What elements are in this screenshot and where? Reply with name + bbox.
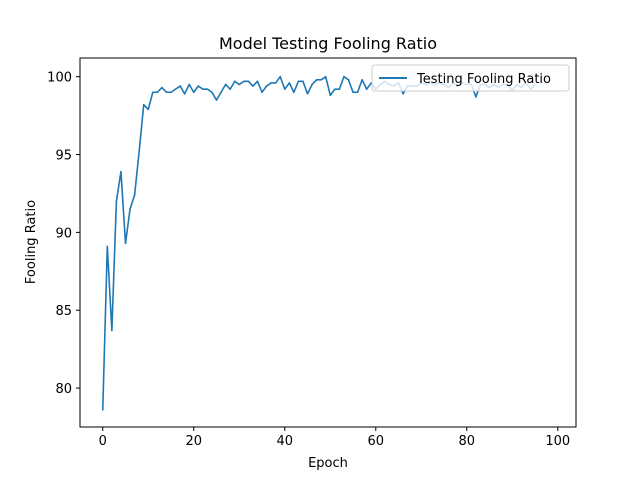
data-point — [138, 150, 140, 153]
data-point — [361, 79, 363, 81]
data-point — [224, 83, 227, 86]
data-point — [120, 170, 122, 173]
y-tick-label: 90 — [55, 226, 72, 241]
plot-area — [101, 75, 536, 411]
data-point — [274, 82, 277, 84]
data-point — [115, 200, 118, 203]
data-point — [293, 91, 295, 94]
data-point — [165, 91, 168, 94]
data-point — [243, 80, 245, 83]
legend: Testing Fooling Ratio — [371, 64, 570, 92]
y-tick-label: 95 — [55, 149, 72, 164]
data-point — [202, 88, 204, 90]
y-tick-label: 85 — [55, 304, 72, 319]
axes: 0 20 40 60 80 100 80 85 90 95 100 — [47, 57, 577, 449]
data-point — [124, 242, 127, 245]
data-point — [365, 88, 368, 90]
y-tick-label: 100 — [47, 71, 72, 86]
x-tick-label: 80 — [459, 434, 476, 449]
data-point — [252, 85, 254, 87]
data-point — [338, 88, 341, 90]
data-point — [288, 82, 291, 84]
data-point — [256, 80, 259, 83]
y-axis-label: Fooling Ratio — [24, 200, 39, 284]
data-point — [206, 88, 209, 90]
data-point — [297, 80, 300, 83]
data-point — [233, 80, 236, 83]
series-line-0 — [101, 75, 536, 410]
data-point — [170, 91, 172, 94]
data-point — [229, 88, 231, 90]
data-point — [283, 88, 286, 90]
data-point — [192, 91, 195, 94]
data-point — [111, 329, 113, 332]
data-point — [101, 409, 104, 411]
data-point — [261, 91, 263, 94]
y-tick-label: 80 — [55, 382, 72, 397]
data-point — [302, 80, 304, 83]
data-point — [179, 85, 181, 87]
data-point — [106, 245, 109, 248]
x-tick-label: 20 — [185, 434, 202, 449]
x-axis-label: Epoch — [308, 456, 348, 471]
chart-title: Model Testing Fooling Ratio — [219, 34, 437, 53]
x-tick-label: 0 — [99, 434, 107, 449]
data-point — [329, 94, 332, 97]
data-point — [352, 91, 354, 94]
plot-frame — [79, 57, 577, 428]
data-point — [324, 75, 327, 78]
x-tick-label: 100 — [545, 434, 570, 449]
data-point — [265, 85, 268, 87]
data-point — [156, 91, 159, 94]
data-point — [315, 79, 318, 81]
x-tick-label: 40 — [276, 434, 293, 449]
data-point — [147, 108, 150, 111]
data-point — [347, 79, 350, 81]
data-point — [183, 93, 186, 95]
data-point — [142, 103, 145, 106]
data-point — [133, 194, 136, 196]
data-point — [270, 82, 272, 84]
legend-box — [371, 64, 570, 92]
data-point — [197, 85, 200, 87]
data-point — [279, 75, 282, 78]
data-point — [334, 88, 336, 90]
data-point — [320, 79, 322, 81]
data-point — [475, 96, 477, 98]
data-point — [311, 83, 313, 86]
data-point — [174, 88, 177, 90]
data-point — [129, 208, 131, 210]
data-point — [220, 91, 222, 94]
data-point — [211, 91, 213, 94]
x-tick-label: 60 — [368, 434, 385, 449]
data-point — [247, 80, 250, 83]
data-point — [188, 83, 191, 86]
data-point — [306, 93, 309, 95]
data-point — [152, 91, 154, 94]
legend-label: Testing Fooling Ratio — [416, 72, 551, 87]
data-point — [238, 83, 241, 86]
data-point — [356, 91, 359, 94]
data-point — [215, 99, 218, 101]
data-point — [402, 93, 404, 95]
data-point — [343, 75, 345, 78]
data-point — [161, 86, 163, 89]
